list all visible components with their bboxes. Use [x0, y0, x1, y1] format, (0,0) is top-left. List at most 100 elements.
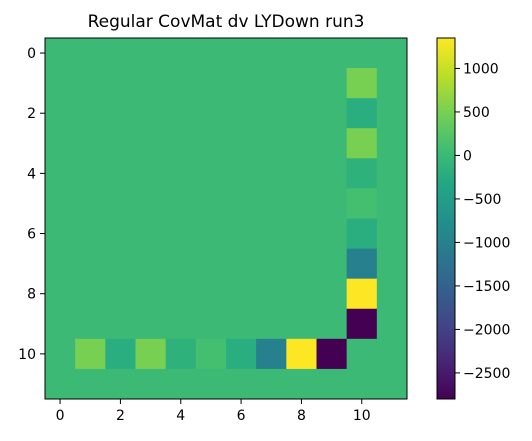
heatmap-cell [75, 248, 106, 280]
heatmap-cell [226, 38, 257, 69]
colorbar-tick-label: −500 [463, 192, 501, 208]
heatmap-cell [226, 98, 257, 129]
colorbar [436, 37, 456, 400]
heatmap-cell [256, 308, 287, 340]
heatmap-cell [316, 158, 348, 189]
heatmap-cell [316, 338, 348, 370]
heatmap-cell [195, 368, 227, 400]
heatmap-cell [45, 278, 76, 310]
heatmap-cell [316, 368, 348, 400]
colorbar-tick-label: 1000 [463, 61, 499, 77]
heatmap-cell [105, 158, 136, 189]
heatmap-cell [226, 368, 257, 400]
heatmap-cell [75, 308, 106, 340]
heatmap-cell [135, 278, 167, 310]
heatmap-cell [256, 158, 287, 189]
y-tick-label: 4 [27, 166, 36, 182]
y-axis-ticks: 0 2 4 6 8 10 [18, 46, 45, 363]
heatmap-cell [286, 128, 317, 159]
colorbar-tick-label: −1500 [463, 279, 510, 295]
heatmap-cell [316, 218, 348, 249]
heatmap-cell [256, 188, 287, 219]
heatmap-cell [195, 128, 227, 159]
colorbar-tick-label: −2500 [463, 366, 510, 382]
heatmap-cell [45, 218, 76, 249]
heatmap-cell [226, 338, 257, 370]
heatmap-cell [226, 278, 257, 310]
heatmap-cell [135, 98, 167, 129]
heatmap-cell [195, 158, 227, 189]
heatmap-cell [226, 158, 257, 189]
heatmap-cell [256, 128, 287, 159]
y-tick-label: 0 [27, 46, 36, 62]
colorbar-tick-label: 0 [463, 148, 472, 164]
heatmap-cell [286, 188, 317, 219]
heatmap-cell [105, 188, 136, 219]
heatmap-cell [105, 368, 136, 400]
heatmap-cell [256, 338, 287, 370]
heatmap-cell [165, 188, 197, 219]
heatmap-cell [346, 248, 378, 280]
heatmap-cell [286, 68, 317, 99]
heatmap-cell [316, 278, 348, 310]
heatmap-cell [45, 158, 76, 189]
heatmap-cell [195, 278, 227, 310]
heatmap-cell [256, 38, 287, 69]
x-axis-ticks: 0 2 4 6 8 10 [56, 399, 371, 424]
heatmap-cell [226, 248, 257, 280]
heatmap-cell [316, 128, 348, 159]
y-tick-label: 6 [27, 227, 36, 243]
heatmap-cell [286, 278, 317, 310]
heatmap-cell [346, 158, 378, 189]
heatmap-cell [286, 308, 317, 340]
heatmap-cell [316, 68, 348, 99]
heatmap-cell [165, 158, 197, 189]
heatmap-cell [256, 278, 287, 310]
heatmap-cell [135, 188, 167, 219]
heatmap-cell [165, 68, 197, 99]
heatmap-cell [45, 248, 76, 280]
heatmap-cell [45, 308, 76, 340]
heatmap-cell [105, 68, 136, 99]
heatmap-cell [256, 98, 287, 129]
heatmap-cell [165, 308, 197, 340]
heatmap-cell [376, 158, 408, 189]
heatmap-cell [376, 308, 408, 340]
x-tick-label: 6 [237, 408, 246, 424]
heatmap-cell [346, 308, 378, 340]
heatmap-cell [226, 188, 257, 219]
heatmap-cell [135, 218, 167, 249]
heatmap-cell [286, 248, 317, 280]
heatmap-cell [286, 38, 317, 69]
heatmap-cell [256, 248, 287, 280]
heatmap-cell [316, 38, 348, 69]
heatmap-cell [135, 68, 167, 99]
heatmap-cell [105, 38, 136, 69]
heatmap-cell [346, 188, 378, 219]
heatmap-cell [256, 368, 287, 400]
heatmap-cell [195, 248, 227, 280]
y-tick-label: 2 [27, 106, 36, 122]
heatmap-cell [346, 68, 378, 99]
heatmap-cell [346, 338, 378, 370]
heatmap-cell [286, 218, 317, 249]
heatmap-cell [376, 368, 408, 400]
heatmap-cell [45, 128, 76, 159]
heatmap-cell [376, 188, 408, 219]
x-tick-label: 8 [297, 408, 306, 424]
heatmap-cell [75, 158, 106, 189]
heatmap-cell [75, 68, 106, 99]
x-tick-label: 2 [116, 408, 125, 424]
heatmap-cells [45, 38, 408, 400]
heatmap-cell [316, 188, 348, 219]
heatmap-cell [195, 38, 227, 69]
heatmap-cell [105, 128, 136, 159]
heatmap-cell [195, 308, 227, 340]
colorbar-ticks: 1000 500 0 −500 −1000 −1500 −2000 −2500 [455, 61, 510, 382]
heatmap-cell [376, 38, 408, 69]
heatmap-cell [316, 248, 348, 280]
heatmap-cell [135, 38, 167, 69]
heatmap-cell [135, 368, 167, 400]
heatmap-cell [286, 158, 317, 189]
